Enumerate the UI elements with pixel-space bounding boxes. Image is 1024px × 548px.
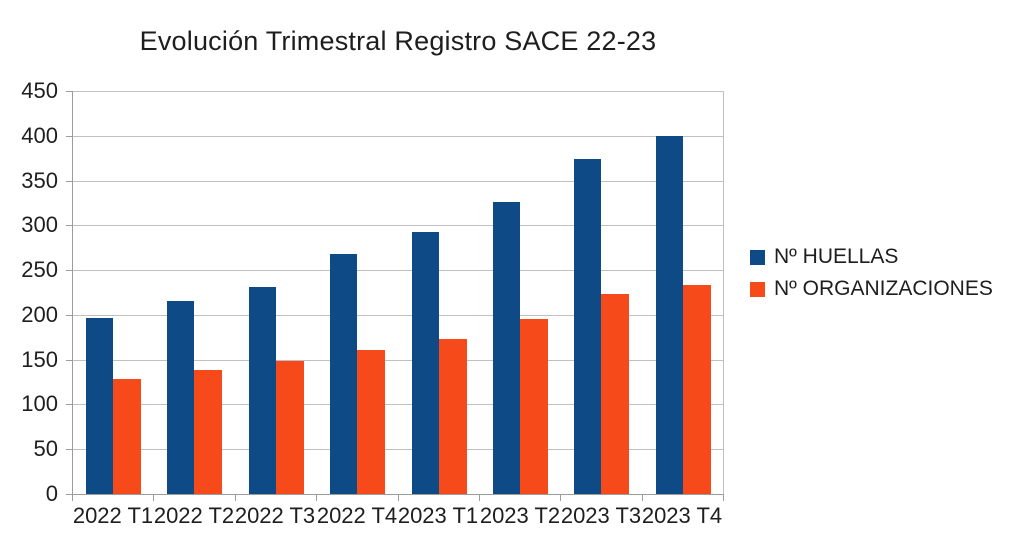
gridline: [72, 225, 724, 226]
x-axis-tick: [153, 494, 154, 501]
legend-label-huellas: Nº HUELLAS: [774, 245, 899, 268]
y-axis-tick: [66, 270, 72, 271]
gridline: [72, 404, 724, 405]
y-axis-tick: [66, 181, 72, 182]
x-tick-label: 2022 T3: [234, 503, 316, 528]
x-tick-label: 2022 T1: [72, 503, 154, 528]
legend: Nº HUELLAS Nº ORGANIZACIONES: [750, 245, 993, 301]
x-tick-label: 2023 T2: [479, 503, 561, 528]
x-axis-tick: [560, 494, 561, 501]
gridline: [72, 91, 724, 92]
bar-huellas-2023-t2: [493, 202, 520, 494]
plot-right-border: [723, 91, 724, 495]
y-axis-line: [72, 91, 73, 501]
x-tick-label: 2023 T1: [397, 503, 479, 528]
bar-organizaciones-2023-t1: [439, 339, 467, 494]
y-tick-label: 450: [21, 78, 58, 103]
y-axis-tick: [66, 315, 72, 316]
gridline: [72, 315, 724, 316]
bar-huellas-2022-t3: [249, 287, 276, 494]
gridline: [72, 360, 724, 361]
legend-swatch-huellas-icon: [750, 249, 765, 265]
x-axis-tick: [479, 494, 480, 501]
bar-huellas-2023-t3: [574, 159, 601, 494]
chart-title: Evolución Trimestral Registro SACE 22-23: [139, 26, 657, 56]
y-tick-label: 100: [21, 391, 58, 416]
gridline: [72, 270, 724, 271]
x-axis-tick: [642, 494, 643, 501]
bar-huellas-2022-t1: [86, 318, 113, 494]
y-axis-tick: [66, 360, 72, 361]
y-tick-label: 200: [21, 302, 58, 327]
bar-organizaciones-2022-t2: [194, 370, 222, 494]
y-tick-label: 50: [33, 436, 58, 461]
legend-item-huellas: Nº HUELLAS: [750, 245, 993, 269]
x-tick-label: 2023 T3: [560, 503, 642, 528]
y-axis-tick: [66, 494, 72, 495]
bar-huellas-2022-t4: [330, 254, 357, 494]
y-axis-tick: [66, 404, 72, 405]
y-tick-label: 300: [21, 212, 58, 237]
y-tick-label: 400: [21, 123, 58, 148]
legend-swatch-organizaciones-icon: [750, 281, 765, 297]
y-tick-label: 150: [21, 347, 58, 372]
bar-organizaciones-2023-t4: [683, 285, 711, 494]
bar-huellas-2023-t4: [656, 136, 683, 494]
gridline: [72, 136, 724, 137]
y-tick-label: 350: [21, 168, 58, 193]
legend-item-organizaciones: Nº ORGANIZACIONES: [750, 277, 993, 301]
x-tick-label: 2022 T2: [153, 503, 235, 528]
bar-huellas-2022-t2: [167, 301, 194, 494]
x-axis-tick: [398, 494, 399, 501]
x-axis-tick: [316, 494, 317, 501]
bar-organizaciones-2022-t1: [113, 379, 141, 494]
x-axis-tick: [72, 494, 73, 501]
bar-organizaciones-2022-t3: [276, 361, 304, 494]
x-tick-label: 2023 T4: [641, 503, 723, 528]
y-tick-label: 0: [45, 481, 58, 506]
x-axis-tick: [235, 494, 236, 501]
y-axis-tick: [66, 225, 72, 226]
gridline: [72, 449, 724, 450]
y-axis-tick: [66, 91, 72, 92]
x-axis-tick: [723, 494, 724, 501]
bar-organizaciones-2023-t3: [601, 294, 629, 494]
bar-organizaciones-2023-t2: [520, 319, 548, 494]
gridline: [72, 181, 724, 182]
legend-label-organizaciones: Nº ORGANIZACIONES: [774, 277, 993, 300]
y-axis-tick: [66, 136, 72, 137]
bar-huellas-2023-t1: [412, 232, 439, 494]
bar-organizaciones-2022-t4: [357, 350, 385, 494]
x-tick-label: 2022 T4: [316, 503, 398, 528]
y-axis-tick: [66, 449, 72, 450]
y-tick-label: 250: [21, 257, 58, 282]
